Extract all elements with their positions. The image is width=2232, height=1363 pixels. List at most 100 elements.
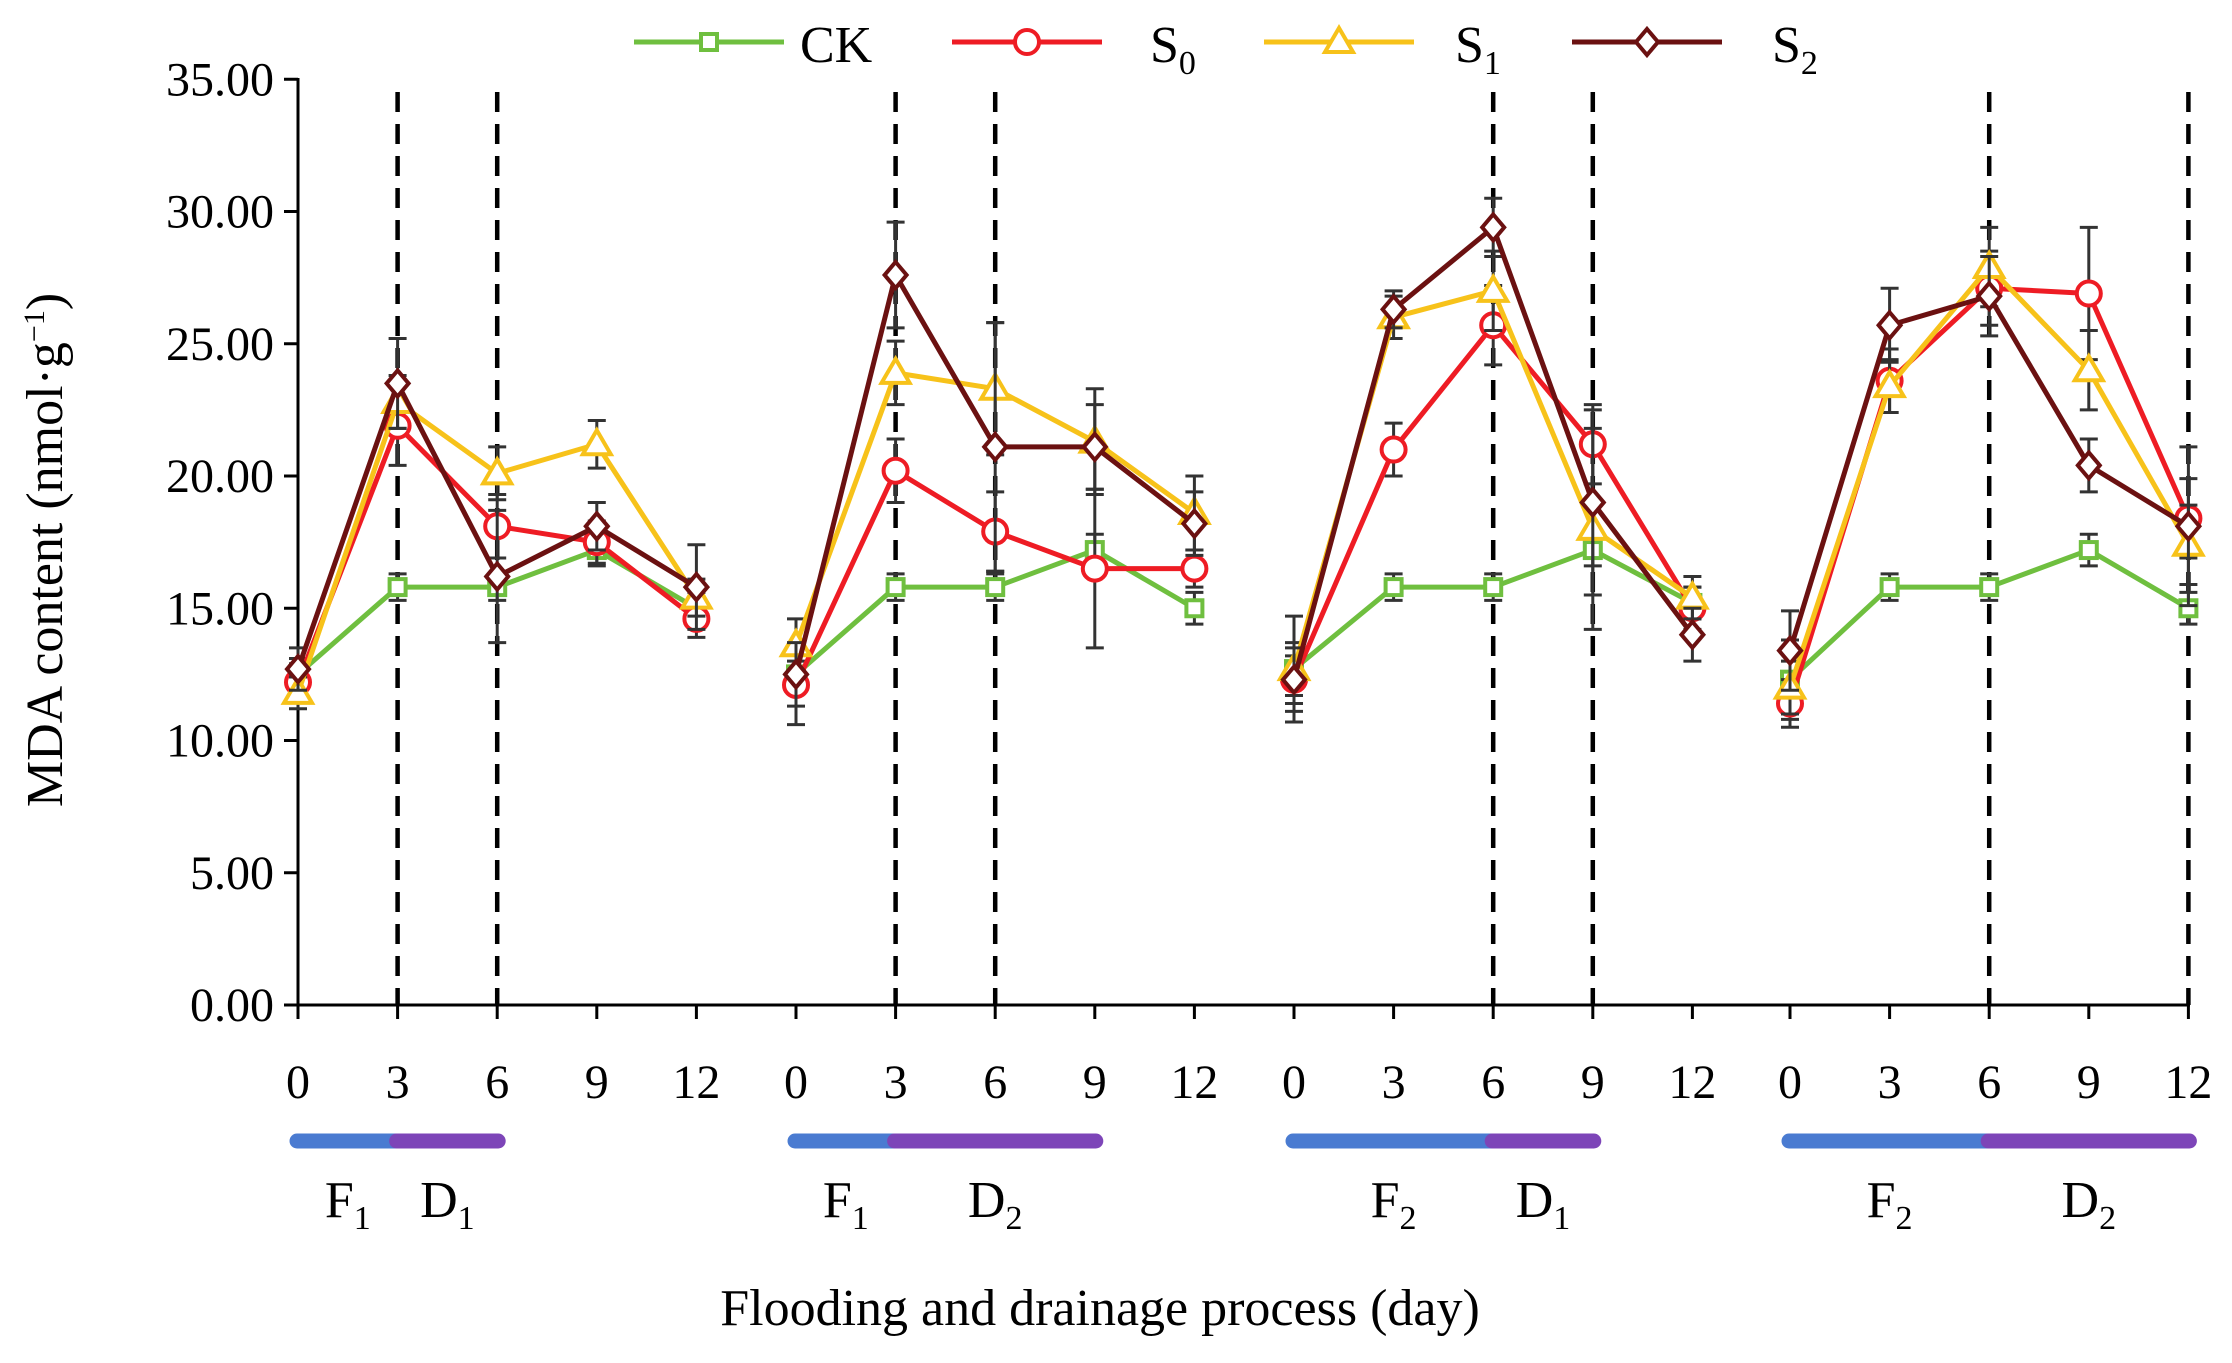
data-point [1379, 293, 1408, 326]
data-point [284, 652, 312, 686]
series-ck [288, 532, 2199, 724]
data-point [1379, 435, 1408, 464]
data-point [579, 426, 615, 457]
legend-marker-ck [699, 32, 719, 52]
legend-marker-s1 [1321, 24, 1357, 54]
x-tick-label: 6 [1977, 1056, 2001, 1109]
data-point [1184, 598, 1205, 619]
series-layer [280, 196, 2206, 729]
data-point [2071, 352, 2107, 383]
x-tick-label: 3 [1878, 1056, 1902, 1109]
data-point [1081, 430, 1109, 464]
y-tick-label: 5.00 [190, 847, 274, 900]
data-point [383, 367, 412, 400]
y-tick-label: 10.00 [166, 715, 274, 768]
data-point [1776, 634, 1804, 667]
phase-label: D1 [1516, 1172, 1571, 1237]
series-s2 [284, 196, 2203, 713]
data-point [1280, 663, 1308, 696]
legend-label-ck: CK [800, 17, 873, 74]
y-tick-label: 30.00 [166, 186, 274, 239]
data-point [1383, 577, 1404, 598]
legend: CK S0 S1 S2 [634, 17, 1818, 82]
x-tick-label: 6 [1481, 1056, 1505, 1109]
y-tick-label: 15.00 [166, 582, 274, 635]
data-point [1475, 272, 1511, 303]
x-tick-label: 9 [2077, 1056, 2101, 1109]
tick-labels: 0.00 5.00 10.00 15.00 20.00 25.00 30.00 35.00 0 3… [166, 53, 2212, 1109]
x-tick-label: 12 [1170, 1056, 1218, 1109]
data-point [583, 510, 611, 543]
y-axis-title: MDA content (nmol·g−1) [17, 293, 74, 807]
data-point [1875, 309, 1904, 342]
phase-label: F2 [1867, 1172, 1913, 1237]
data-point [483, 560, 511, 593]
x-tick-label: 12 [1668, 1056, 1716, 1109]
legend-label-s0: S0 [1150, 17, 1196, 82]
x-tick-label: 0 [784, 1056, 808, 1109]
data-point [1879, 577, 1900, 598]
data-point [885, 577, 906, 598]
phase-bars: F1 D1 F1 D2 F2 D1 F2 D2 [289, 1133, 2197, 1237]
phase-label: D1 [420, 1172, 475, 1237]
x-tick-label: 9 [1581, 1056, 1605, 1109]
series-s1 [280, 225, 2206, 716]
x-tick-label: 9 [585, 1056, 609, 1109]
data-point [682, 570, 711, 604]
y-axis-title-close: ) [17, 293, 74, 310]
data-point [1975, 280, 2003, 313]
data-point [2174, 510, 2203, 543]
legend-label-s2: S2 [1772, 17, 1818, 82]
data-point [1479, 211, 1507, 244]
phase-label: D2 [968, 1172, 1023, 1237]
x-tick-label: 12 [2164, 1056, 2212, 1109]
phase-label: F1 [823, 1172, 869, 1237]
data-point [1180, 554, 1209, 583]
data-point [479, 455, 515, 486]
data-point [1979, 577, 2000, 598]
axes [284, 77, 2190, 1019]
y-axis-title-superscript: −1 [18, 310, 51, 342]
x-axis-title: Flooding and drainage process (day) [720, 1280, 1480, 1337]
x-tick-label: 6 [485, 1056, 509, 1109]
data-point [985, 577, 1006, 598]
x-tick-label: 0 [286, 1056, 310, 1109]
data-point [1180, 507, 1209, 540]
data-point [1483, 577, 1504, 598]
x-tick-label: 3 [884, 1056, 908, 1109]
data-point [881, 258, 910, 292]
legend-marker-s0 [1013, 28, 1041, 56]
legend-marker-s2 [1633, 25, 1661, 59]
y-axis-title-main: MDA content (nmol·g [17, 342, 74, 807]
series-line [1291, 322, 1695, 681]
x-tick-label: 3 [386, 1056, 410, 1109]
phase-label: F2 [1371, 1172, 1417, 1237]
data-point [387, 577, 408, 598]
phase-label: D2 [2062, 1172, 2117, 1237]
x-tick-label: 12 [672, 1056, 720, 1109]
data-point [1080, 554, 1109, 583]
series-s0 [284, 225, 2203, 729]
data-point [1872, 368, 1908, 399]
y-tick-label: 35.00 [166, 53, 274, 106]
data-point [881, 456, 910, 485]
legend-label-s1: S1 [1455, 17, 1501, 82]
data-point [1678, 618, 1707, 651]
x-tick-label: 9 [1083, 1056, 1107, 1109]
x-tick-label: 0 [1282, 1056, 1306, 1109]
data-point [878, 354, 914, 385]
x-tick-label: 0 [1778, 1056, 1802, 1109]
x-tick-label: 6 [983, 1056, 1007, 1109]
data-point [2074, 279, 2103, 308]
y-tick-label: 25.00 [166, 318, 274, 371]
data-point [782, 658, 810, 691]
data-point [2075, 449, 2103, 482]
x-tick-label: 3 [1382, 1056, 1406, 1109]
data-point [2078, 540, 2099, 561]
data-point [1579, 486, 1607, 519]
y-tick-label: 20.00 [166, 450, 274, 503]
phase-label: F1 [325, 1172, 371, 1237]
data-point [981, 430, 1009, 464]
y-tick-label: 0.00 [190, 979, 274, 1032]
